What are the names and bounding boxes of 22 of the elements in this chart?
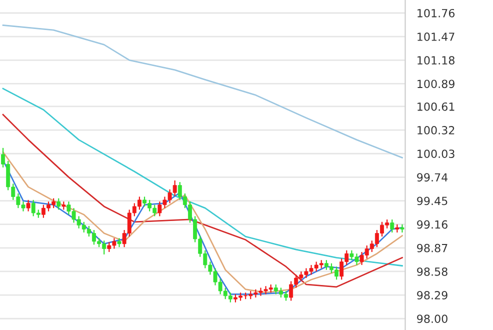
- y-tick-label: 100.03: [418, 150, 454, 158]
- y-tick-label: 99.74: [417, 173, 448, 182]
- line-series: [2, 24, 403, 158]
- candlestick: [390, 218, 394, 234]
- y-tick-label: 98.58: [417, 267, 448, 276]
- candlestick: [117, 238, 122, 248]
- y-tick-label: 101.76: [418, 8, 455, 18]
- line-series: [2, 114, 403, 288]
- candlestick: [400, 224, 404, 234]
- y-tick-label: 98.00: [417, 314, 448, 323]
- y-tick-label: 100.61: [418, 102, 454, 111]
- y-tick-label: 101.18: [418, 56, 454, 65]
- candlestick: [56, 198, 61, 210]
- y-tick-label: 101.47: [418, 32, 454, 41]
- y-tick-label: 98.87: [417, 244, 448, 252]
- y-tick-label: 99.45: [417, 196, 448, 206]
- line-series: [2, 88, 403, 266]
- candlestick: [26, 199, 30, 212]
- y-tick-label: 98.29: [417, 291, 448, 300]
- y-tick-label: 100.89: [418, 80, 454, 88]
- y-tick-label: 100.32: [418, 126, 454, 134]
- y-tick-label: 99.16: [417, 220, 448, 229]
